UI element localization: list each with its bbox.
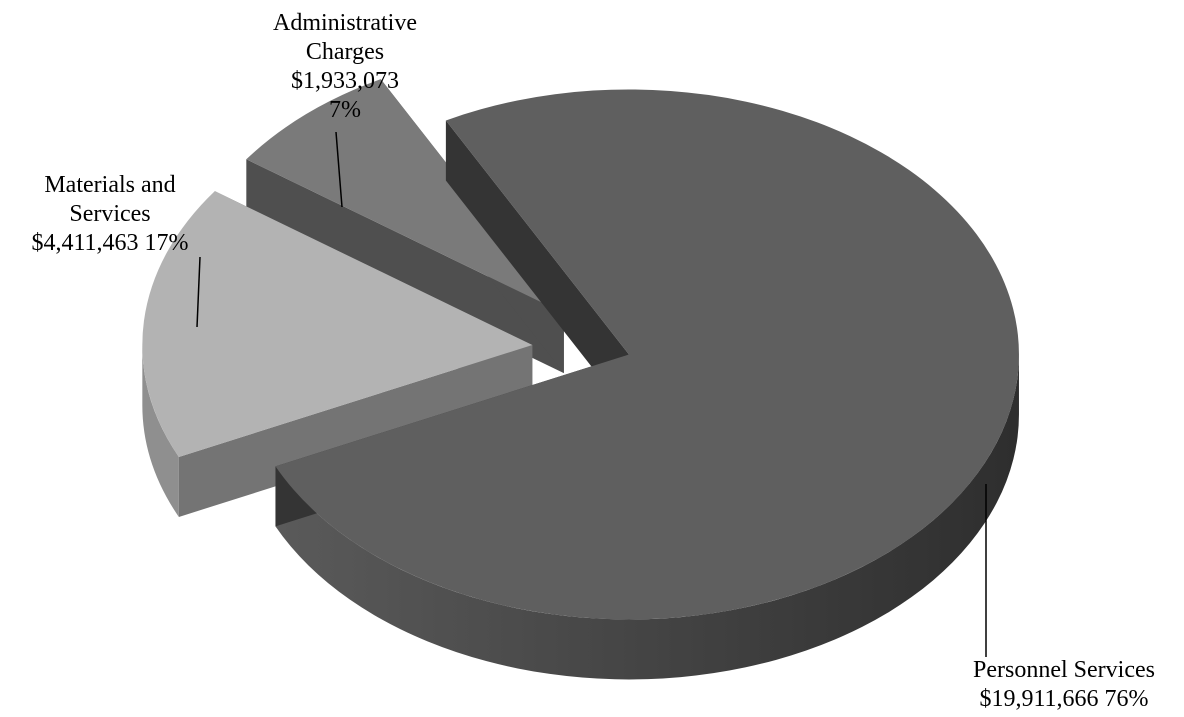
slice-top-face	[142, 191, 533, 457]
leader-line	[196, 256, 201, 328]
leader-line	[335, 131, 343, 208]
data-label-line: Services	[69, 201, 150, 227]
data-label-line: 7%	[329, 97, 361, 123]
data-labels: Personnel Services $19,911,666 76% Materia…	[31, 10, 1155, 712]
slice-top-face	[246, 79, 564, 314]
slice-cut-wall	[445, 120, 629, 415]
slices-layer	[142, 79, 1019, 680]
data-label-line: Administrative	[273, 10, 417, 36]
data-label-line: Materials and	[44, 172, 175, 198]
data-label-line: Personnel Services	[973, 657, 1155, 683]
pie-slice-materials-and-services	[142, 191, 533, 517]
slice-side-wall	[275, 354, 1019, 680]
leader-lines	[196, 131, 987, 657]
pie-slice-administrative-charges	[246, 79, 564, 374]
data-label-materials-and-services: Materials and Services $4,411,463 17%	[31, 172, 188, 256]
slice-top-face	[275, 89, 1019, 620]
data-label-line: Charges	[306, 39, 384, 65]
data-label-administrative-charges: Administrative Charges $1,933,073 7%	[273, 10, 417, 123]
slice-side-wall	[142, 345, 179, 517]
data-label-line: $4,411,463 17%	[31, 230, 188, 256]
data-label-personnel-services: Personnel Services $19,911,666 76%	[973, 657, 1155, 712]
data-label-line: $1,933,073	[291, 68, 399, 94]
slice-cut-wall	[178, 345, 533, 517]
data-label-line: $19,911,666 76%	[979, 686, 1148, 712]
pie-slice-personnel-services	[275, 89, 1019, 680]
slice-cut-wall	[246, 159, 564, 374]
